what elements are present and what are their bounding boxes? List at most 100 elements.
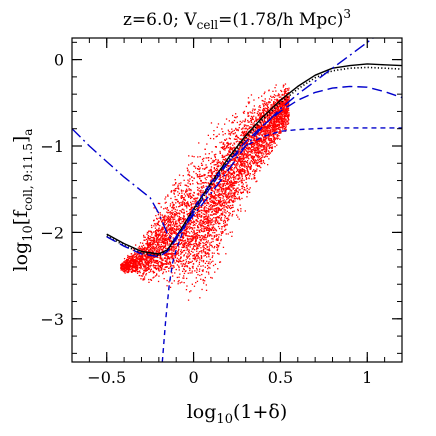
- scatter-point: [127, 267, 129, 269]
- scatter-point: [244, 156, 246, 159]
- scatter-point: [183, 263, 185, 265]
- scatter-point: [141, 259, 143, 261]
- scatter-point: [160, 241, 162, 244]
- scatter-point: [247, 115, 249, 117]
- scatter-point: [201, 230, 203, 232]
- scatter-point: [144, 254, 146, 256]
- scatter-point: [265, 144, 267, 146]
- scatter-point: [261, 99, 263, 102]
- scatter-point: [181, 201, 184, 203]
- scatter-point: [183, 217, 185, 220]
- scatter-point: [216, 234, 218, 236]
- scatter-point: [216, 244, 218, 246]
- scatter-point: [177, 200, 179, 202]
- scatter-point: [140, 260, 142, 262]
- scatter-point: [133, 259, 135, 261]
- scatter-point: [166, 243, 169, 245]
- scatter-point: [199, 173, 201, 175]
- scatter-point: [262, 149, 264, 151]
- scatter-point: [121, 263, 123, 266]
- scatter-point: [214, 221, 217, 223]
- scatter-point: [248, 177, 250, 179]
- scatter-point: [199, 239, 202, 241]
- scatter-point: [216, 161, 218, 163]
- scatter-point: [193, 205, 195, 208]
- scatter-point: [262, 109, 264, 112]
- scatter-point: [272, 107, 274, 110]
- scatter-point: [150, 261, 153, 264]
- scatter-point: [210, 241, 213, 243]
- scatter-point: [250, 145, 253, 147]
- scatter-point: [241, 157, 243, 159]
- scatter-point: [232, 121, 234, 124]
- scatter-point: [156, 234, 158, 236]
- scatter-point: [190, 163, 192, 165]
- scatter-point: [207, 202, 209, 204]
- scatter-point: [203, 282, 205, 284]
- scatter-point: [171, 228, 173, 230]
- scatter-point: [202, 261, 205, 263]
- scatter-point: [246, 184, 248, 186]
- scatter-point: [221, 219, 223, 221]
- scatter-point: [139, 267, 141, 269]
- scatter-point: [243, 151, 245, 153]
- scatter-point: [215, 170, 218, 172]
- scatter-point: [232, 210, 234, 213]
- scatter-point: [198, 190, 201, 192]
- scatter-point: [234, 200, 236, 202]
- scatter-point: [248, 166, 250, 168]
- scatter-point: [150, 260, 152, 262]
- scatter-point: [232, 192, 234, 194]
- scatter-point: [188, 222, 190, 224]
- scatter-point: [235, 127, 237, 130]
- scatter-point: [260, 144, 262, 146]
- scatter-point: [174, 232, 176, 234]
- scatter-point: [144, 248, 146, 250]
- scatter-point: [175, 254, 177, 257]
- scatter-point: [240, 134, 242, 137]
- scatter-point: [129, 268, 131, 270]
- scatter-point: [208, 183, 210, 185]
- scatter-point: [219, 177, 221, 179]
- scatter-point: [148, 250, 150, 252]
- scatter-point: [247, 172, 250, 174]
- scatter-point: [236, 169, 239, 172]
- scatter-point: [263, 112, 265, 114]
- scatter-point: [173, 253, 175, 255]
- scatter-point: [262, 124, 264, 127]
- scatter-point: [208, 203, 210, 205]
- scatter-point: [193, 243, 195, 245]
- scatter-point: [150, 259, 152, 261]
- scatter-point: [158, 252, 161, 254]
- scatter-point: [181, 235, 184, 238]
- scatter-point: [201, 186, 203, 188]
- scatter-point: [225, 212, 227, 214]
- scatter-point: [213, 185, 215, 187]
- scatter-point: [231, 121, 234, 123]
- scatter-point: [243, 152, 245, 154]
- scatter-point: [253, 156, 256, 158]
- scatter-point: [221, 179, 223, 181]
- scatter-point: [271, 149, 273, 152]
- scatter-point: [186, 189, 188, 191]
- scatter-point: [172, 203, 174, 205]
- scatter-point: [178, 260, 180, 262]
- scatter-point: [208, 175, 210, 177]
- scatter-point: [208, 208, 210, 210]
- scatter-point: [140, 275, 142, 277]
- scatter-point: [260, 131, 263, 133]
- scatter-point: [278, 123, 280, 125]
- scatter-point: [250, 141, 252, 143]
- scatter-point: [237, 181, 239, 183]
- scatter-point: [257, 137, 259, 139]
- scatter-point: [202, 222, 204, 224]
- scatter-point: [262, 133, 264, 135]
- scatter-point: [242, 128, 244, 130]
- scatter-point: [284, 128, 286, 130]
- scatter-point: [232, 201, 234, 203]
- scatter-point: [125, 260, 127, 262]
- scatter-point: [208, 205, 210, 208]
- scatter-point: [243, 110, 246, 113]
- scatter-point: [200, 206, 203, 208]
- scatter-point: [260, 139, 262, 142]
